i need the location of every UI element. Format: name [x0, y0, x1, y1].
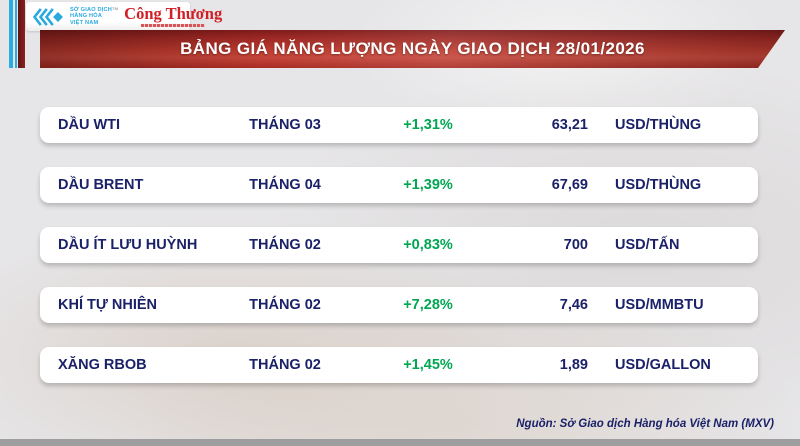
price-unit: USD/THÙNG	[615, 177, 702, 193]
price-unit: USD/TẤN	[615, 237, 680, 253]
contract-month: THÁNG 02	[249, 357, 321, 373]
congthuong-logo: Công Thương	[124, 6, 222, 27]
logo-panel: SỞ GIAO DỊCHTM HÀNG HÓA VIỆT NAM Công Th…	[26, 2, 222, 31]
trademark-mark: TM	[111, 5, 119, 11]
mxv-logo-text: SỞ GIAO DỊCHTM HÀNG HÓA VIỆT NAM	[70, 5, 119, 26]
bottom-border-bar	[0, 439, 800, 446]
commodity-name: DẦU BRENT	[58, 177, 144, 193]
contract-month: THÁNG 04	[249, 177, 321, 193]
mxv-chevrons-diamond-icon	[32, 7, 66, 26]
contract-month: THÁNG 02	[249, 297, 321, 313]
change-percent: +1,31%	[403, 117, 453, 133]
left-accent-stripe-cyan-thin	[15, 0, 17, 68]
price-value: 63,21	[551, 117, 588, 133]
congthuong-wordmark: Công Thương	[124, 4, 223, 24]
price-unit: USD/GALLON	[615, 357, 711, 373]
price-value: 67,69	[551, 177, 588, 193]
left-accent-stripe-maroon	[18, 0, 25, 68]
contract-month: THÁNG 02	[249, 237, 321, 253]
left-accent-stripe-cyan	[9, 0, 13, 68]
table-row: DẦU WTI THÁNG 03 +1,31% 63,21 USD/THÙNG	[40, 107, 758, 143]
contract-month: THÁNG 03	[249, 117, 321, 133]
price-value: 700	[563, 237, 588, 253]
commodity-name: DẦU WTI	[58, 117, 121, 133]
title-banner: BẢNG GIÁ NĂNG LƯỢNG NGÀY GIAO DỊCH 28/01…	[40, 30, 785, 68]
table-row: KHÍ TỰ NHIÊN THÁNG 02 +7,28% 7,46 USD/MM…	[40, 287, 758, 323]
price-value: 7,46	[559, 297, 588, 313]
change-percent: +1,45%	[403, 357, 453, 373]
page-title: BẢNG GIÁ NĂNG LƯỢNG NGÀY GIAO DỊCH 28/01…	[180, 39, 645, 58]
change-percent: +7,28%	[403, 297, 453, 313]
price-unit: USD/THÙNG	[615, 117, 702, 133]
commodity-name: XĂNG RBOB	[58, 357, 147, 373]
congthuong-tagline-bar	[141, 23, 206, 27]
change-percent: +1,39%	[403, 177, 453, 193]
commodity-name: DẦU ÍT LƯU HUỲNH	[58, 237, 198, 253]
change-percent: +0,83%	[403, 237, 453, 253]
source-attribution: Nguồn: Sở Giao dịch Hàng hóa Việt Nam (M…	[516, 418, 774, 430]
table-row: DẦU BRENT THÁNG 04 +1,39% 67,69 USD/THÙN…	[40, 167, 758, 203]
price-unit: USD/MMBTU	[615, 297, 704, 313]
table-row: DẦU ÍT LƯU HUỲNH THÁNG 02 +0,83% 700 USD…	[40, 227, 758, 263]
commodity-name: KHÍ TỰ NHIÊN	[58, 297, 158, 313]
price-value: 1,89	[559, 357, 588, 373]
table-row: XĂNG RBOB THÁNG 02 +1,45% 1,89 USD/GALLO…	[40, 347, 758, 383]
